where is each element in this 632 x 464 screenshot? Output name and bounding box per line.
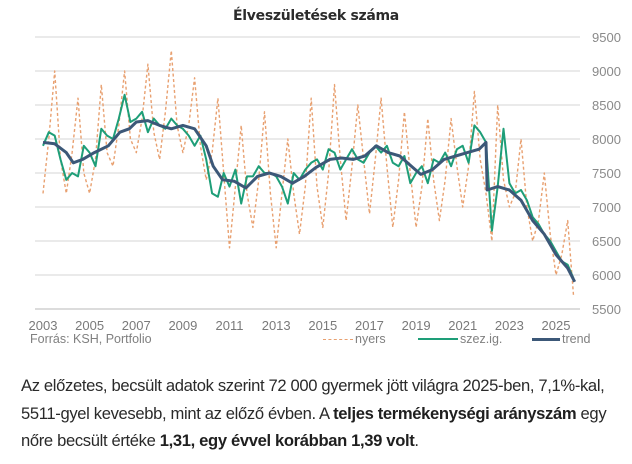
legend-item-nyers: nyers — [323, 332, 386, 346]
article-paragraph: Az előzetes, becsült adatok szerint 72 0… — [21, 372, 621, 455]
legend-label-trend: trend — [562, 332, 591, 346]
x-tick-label: 2009 — [168, 318, 197, 330]
series-line-nyers — [42, 49, 575, 296]
chart-title: Élveszületések száma — [233, 8, 399, 24]
y-tick-label: 5500 — [592, 302, 621, 317]
legend-label-szezig: szez.ig. — [460, 332, 503, 346]
paragraph-text-1: Az előzetes, becsült adatok szerint 72 0… — [21, 376, 605, 423]
x-tick-label: 2025 — [542, 318, 571, 330]
x-tick-label: 2007 — [122, 318, 151, 330]
series-line-szezig — [42, 93, 575, 279]
x-axis-ticks: 2003 2005 2007 2009 2011 2013 2015 2017 2019 2021… — [29, 318, 571, 330]
x-tick-label: 2005 — [75, 318, 104, 330]
series-line-trend — [42, 119, 577, 283]
legend-label-nyers: nyers — [355, 332, 386, 346]
y-tick-label: 8000 — [592, 132, 621, 147]
y-tick-label: 8500 — [592, 98, 621, 113]
paragraph-text-3: . — [414, 431, 419, 450]
y-axis-ticks: 5500 6000 6500 7000 7500 8000 8500 9000 9500 — [592, 30, 621, 317]
y-tick-label: 6500 — [592, 234, 621, 249]
chart-container: Élveszületések száma 5500 6000 6500 7000 750… — [29, 8, 621, 346]
y-tick-label: 6000 — [592, 268, 621, 283]
y-tick-label: 9000 — [592, 64, 621, 79]
legend-swatch-green — [418, 338, 458, 340]
paragraph-bold-2: 1,31, egy évvel korábban 1,39 volt — [159, 431, 415, 450]
series-lines — [42, 49, 577, 296]
legend-swatch-navy — [532, 337, 560, 341]
paragraph-bold-1: teljes termékenységi arányszám — [333, 403, 577, 423]
x-tick-label: 2021 — [448, 318, 477, 330]
x-tick-label: 2023 — [495, 318, 524, 330]
x-tick-label: 2013 — [262, 318, 291, 330]
x-tick-label: 2019 — [402, 318, 431, 330]
legend-item-szezig: szez.ig. — [418, 332, 502, 346]
x-tick-label: 2003 — [29, 318, 58, 330]
x-tick-label: 2017 — [355, 318, 384, 330]
line-chart: 5500 6000 6500 7000 7500 8000 8500 9000 9500 200… — [29, 30, 621, 330]
source-note: Forrás: KSH, Portfolio — [30, 332, 152, 346]
x-tick-label: 2011 — [216, 318, 244, 330]
y-tick-label: 7000 — [592, 200, 621, 215]
x-tick-label: 2015 — [308, 318, 337, 330]
y-tick-label: 9500 — [592, 30, 621, 45]
legend-swatch-dashed — [323, 338, 353, 340]
legend-item-trend: trend — [532, 332, 591, 346]
y-tick-label: 7500 — [592, 166, 621, 181]
paragraph-text-2: egy nőre becsült értéke — [21, 403, 607, 451]
